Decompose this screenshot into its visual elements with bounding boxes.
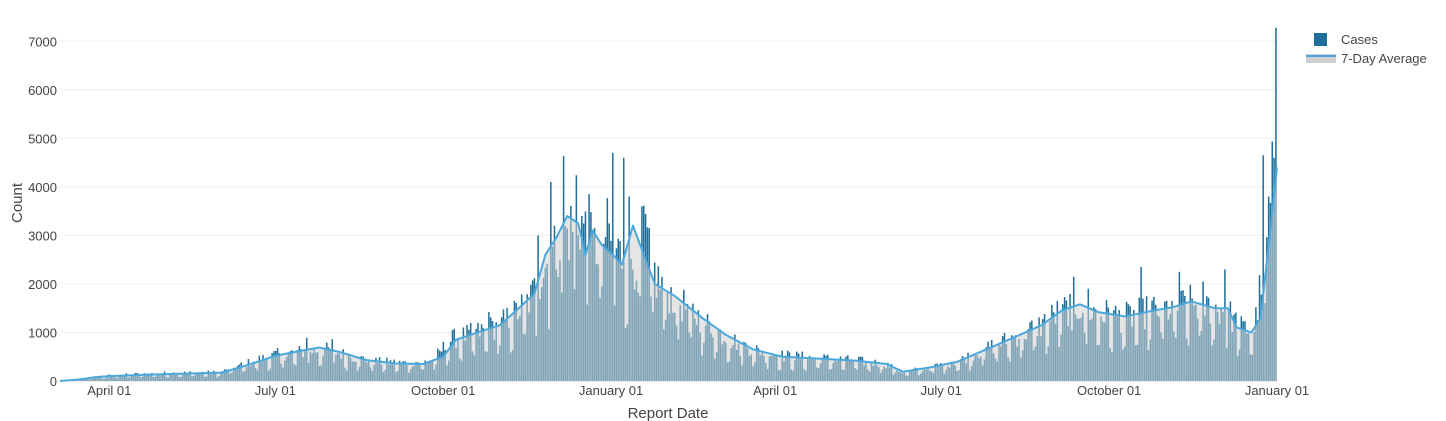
y-tick-label: 7000 (28, 34, 57, 49)
x-tick-label: July 01 (921, 383, 962, 398)
average-line (59, 167, 1278, 382)
y-tick-label: 3000 (28, 228, 57, 243)
y-tick-label: 2000 (28, 277, 57, 292)
legend-cases-label: Cases (1341, 32, 1378, 47)
x-tick-labels: April 01 July 01 October 01 January 01 April… (87, 383, 1309, 398)
x-axis-title: Report Date (628, 405, 709, 421)
legend-cases-swatch (1314, 33, 1327, 46)
x-tick-label: July 01 (255, 383, 296, 398)
x-tick-label: April 01 (87, 383, 131, 398)
x-tick-label: October 01 (411, 383, 475, 398)
legend-average-label: 7-Day Average (1341, 51, 1427, 66)
y-axis-title: Count (9, 182, 26, 223)
y-tick-label: 6000 (28, 83, 57, 98)
y-tick-label: 4000 (28, 180, 57, 195)
x-tick-label: October 01 (1077, 383, 1141, 398)
y-tick-label: 0 (50, 374, 57, 389)
x-tick-label: January 01 (1245, 383, 1309, 398)
y-tick-labels: 0 1000 2000 3000 4000 5000 6000 7000 (28, 34, 57, 389)
x-tick-label: April 01 (753, 383, 797, 398)
cases-bar (1262, 155, 1264, 381)
x-tick-label: January 01 (579, 383, 643, 398)
legend[interactable]: Cases 7-Day Average (1306, 32, 1427, 66)
y-tick-label: 1000 (28, 325, 57, 340)
y-tick-label: 5000 (28, 131, 57, 146)
average-area (59, 167, 1278, 382)
average-fill (60, 167, 1277, 381)
gridlines (60, 40, 1277, 382)
legend-average-swatch (1306, 54, 1336, 63)
